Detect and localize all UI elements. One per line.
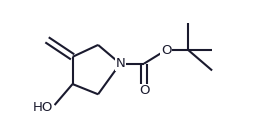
Text: N: N — [115, 57, 125, 70]
Text: HO: HO — [33, 101, 53, 114]
Text: O: O — [161, 43, 171, 57]
Text: O: O — [139, 84, 149, 97]
